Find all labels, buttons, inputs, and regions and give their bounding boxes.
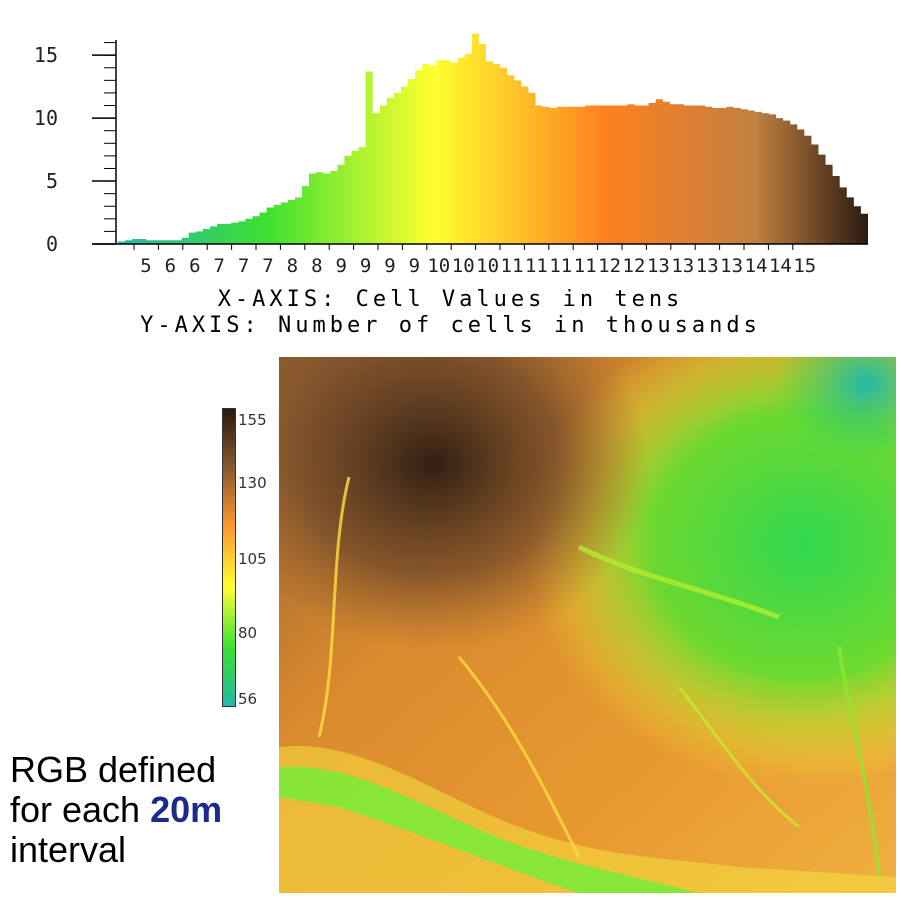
y-axis-ticks: 0 5 10 15 — [34, 43, 116, 256]
map-stream-1 — [317, 476, 351, 738]
color-bar — [222, 408, 236, 707]
x-tick-label: 12 — [623, 255, 646, 277]
elevation-map — [279, 357, 896, 893]
y-tick-label: 10 — [34, 106, 58, 130]
caption-line-1: RGB defined — [10, 749, 217, 790]
caption-highlight: 20m — [150, 789, 223, 830]
x-tick-label: 11 — [525, 255, 548, 277]
x-tick-label: 10 — [476, 255, 499, 277]
x-tick-label: 10 — [427, 255, 450, 277]
map-stream-2 — [577, 544, 780, 620]
x-tick-label: 11 — [549, 255, 572, 277]
color-bar-label-56: 56 — [238, 690, 258, 708]
x-tick-label: 13 — [720, 255, 743, 277]
color-bar-label-130: 130 — [238, 474, 267, 492]
x-tick-label: 7 — [262, 255, 273, 277]
x-tick-label: 11 — [501, 255, 524, 277]
x-axis-ticks: 5 6 6 7 7 7 8 8 9 9 9 9 10 10 10 11 11 11 11 12 12 13 13 13 13 14… — [133, 244, 816, 277]
y-tick-label: 0 — [46, 232, 58, 256]
x-tick-label: 6 — [189, 255, 200, 277]
x-tick-label: 10 — [452, 255, 475, 277]
y-tick-label: 5 — [46, 169, 58, 193]
x-tick-label: 6 — [165, 255, 176, 277]
map-river-valley — [279, 745, 896, 893]
caption-line-3: interval — [10, 829, 127, 870]
color-bar-label-105: 105 — [238, 550, 267, 568]
x-tick-label: 9 — [335, 255, 346, 277]
map-stream-5 — [837, 646, 881, 878]
x-tick-label: 7 — [238, 255, 249, 277]
x-tick-label: 9 — [384, 255, 395, 277]
x-tick-label: 9 — [409, 255, 420, 277]
y-minor-ticks — [104, 42, 116, 245]
x-tick-label: 7 — [213, 255, 224, 277]
x-axis-caption: X-AXIS: Cell Values in tens — [217, 287, 684, 312]
caption-line-2: for each 20m — [10, 790, 280, 830]
map-stream-4 — [677, 686, 800, 829]
map-river-channel — [279, 766, 699, 893]
color-bar-label-155: 155 — [238, 411, 267, 429]
x-tick-label: 14 — [769, 255, 792, 277]
x-tick-label: 15 — [793, 255, 816, 277]
x-tick-label: 9 — [360, 255, 371, 277]
color-bar-label-80: 80 — [238, 624, 258, 642]
x-tick-label: 14 — [745, 255, 768, 277]
x-tick-label: 11 — [574, 255, 597, 277]
caption-text: RGB defined for each 20m interval — [10, 750, 280, 870]
x-tick-label: 12 — [598, 255, 621, 277]
x-tick-label: 13 — [647, 255, 670, 277]
caption-line-2-prefix: for each — [10, 789, 151, 830]
map-stream-3 — [457, 656, 581, 858]
x-tick-label: 5 — [140, 255, 151, 277]
histogram-fill — [118, 33, 868, 244]
y-tick-label: 15 — [34, 43, 58, 67]
x-tick-label: 8 — [287, 255, 298, 277]
x-tick-label: 13 — [671, 255, 694, 277]
x-tick-label: 13 — [696, 255, 719, 277]
x-tick-label: 8 — [311, 255, 322, 277]
y-axis-caption: Y-AXIS: Number of cells in thousands — [140, 313, 761, 338]
